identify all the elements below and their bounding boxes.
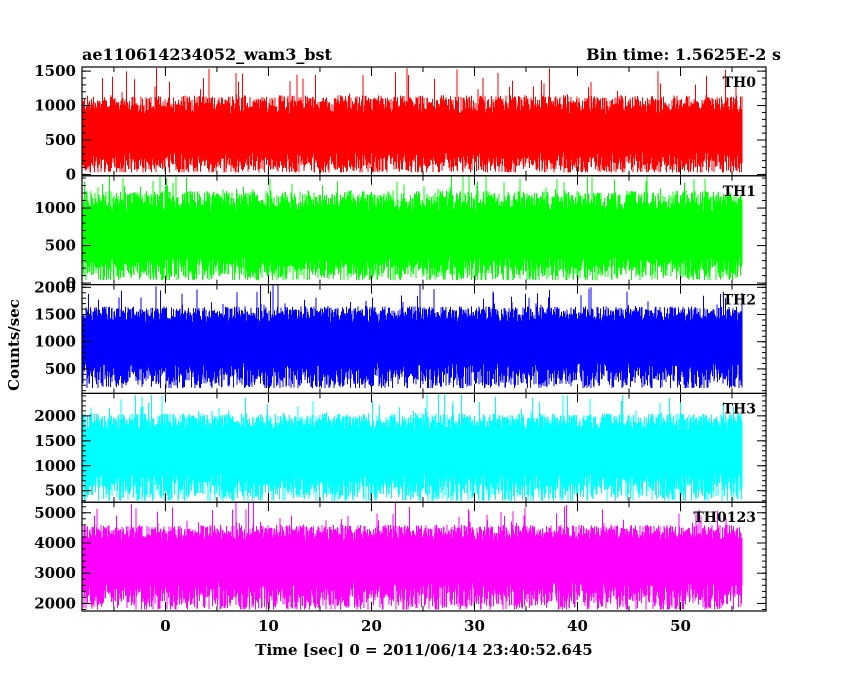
x-tick-label: 50 [670,617,691,635]
y-tick-label: 1000 [34,97,76,115]
y-tick-label: 500 [45,360,76,378]
y-tick-label: 3000 [34,564,76,582]
y-tick-label: 1000 [34,457,76,475]
panel-th3: 500 1000 1500 2000 TH3 [34,392,767,503]
y-axis-label: Counts/sec [5,299,23,391]
y-tick-label: 2000 [34,278,76,296]
y-tick-label: 5000 [34,504,76,522]
panel-label-th1: TH1 [723,184,756,200]
y-tick-label: 500 [45,131,76,149]
y-tick-label: 500 [45,237,76,255]
y-tick-label: 1500 [34,62,76,80]
series-trace-th1 [82,176,743,281]
y-tick-label: 1000 [34,199,76,217]
panel-label-th2: TH2 [723,293,756,309]
y-tick-label: 1500 [34,432,76,450]
y-tick-label: 2000 [34,407,76,425]
series-trace-th3 [82,393,743,501]
panel-th2: 500 1000 1500 2000 TH2 [34,278,767,395]
panel-label-th0: TH0 [723,75,757,91]
observation-id-title: ae110614234052_wam3_bst [82,45,333,64]
panels-group: 050010001500TH005001000TH150010001500200… [34,62,767,635]
bin-time-label: Bin time: 1.5625E-2 s [586,45,781,64]
y-tick-label: 1000 [34,333,76,351]
x-tick-label: 20 [361,617,382,635]
y-tick-label: 0 [66,165,76,183]
y-tick-label: 500 [45,482,76,500]
series-trace-th0 [82,68,743,173]
y-tick-label: 2000 [34,594,76,612]
x-tick-label: 0 [160,617,170,635]
panel-th0123: 2000 3000 4000 5000 TH0123 [34,501,767,612]
panel-th0: 0 500 1000 1500 TH0 [34,62,767,183]
y-tick-label: 4000 [34,534,76,552]
series-trace-th0123 [82,502,743,610]
panel-th1: 0 500 1000 TH1 [34,175,767,292]
x-tick-label: 40 [567,617,588,635]
x-tick-label: 30 [464,617,485,635]
panel-label-th0123: TH0123 [693,510,756,526]
panel-label-th3: TH3 [723,401,756,417]
x-axis-label: Time [sec] 0 = 2011/06/14 23:40:52.645 [255,641,592,659]
panel-frame [81,501,767,612]
y-tick-label: 0 [66,274,76,292]
x-tick-label: 10 [258,617,279,635]
y-tick-label: 1500 [34,306,76,324]
series-trace-th2 [82,284,743,388]
